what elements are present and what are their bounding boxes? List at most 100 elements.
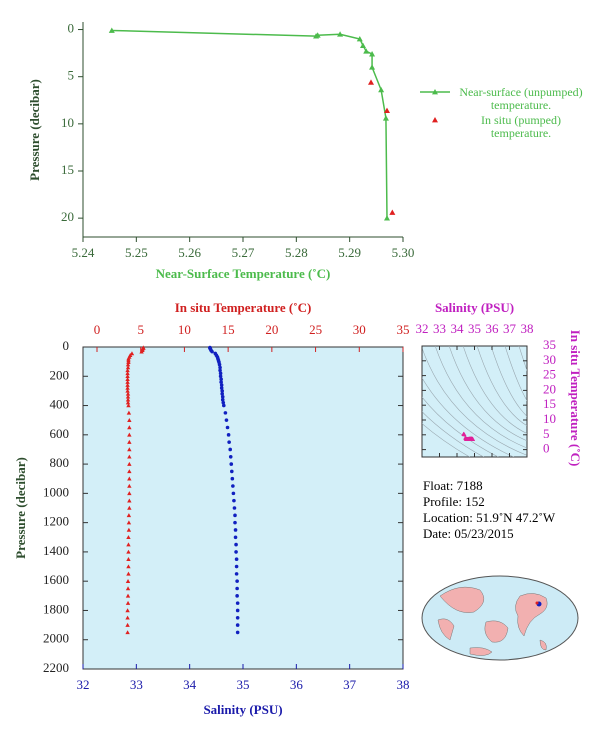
y-tick-label: 400 xyxy=(50,397,70,412)
x-tick-label: 32 xyxy=(77,677,90,692)
legend-text: Near-surface (unpumped) temperature. xyxy=(459,85,583,112)
point xyxy=(227,440,231,444)
point xyxy=(360,42,366,48)
point xyxy=(314,32,321,38)
point xyxy=(235,608,240,613)
point xyxy=(125,586,131,591)
point xyxy=(235,623,240,627)
legend-marker xyxy=(432,89,438,95)
x2-tick-label: 20 xyxy=(265,322,278,337)
x-tick-label: 32 xyxy=(416,321,429,336)
point xyxy=(235,586,239,591)
point xyxy=(235,615,240,620)
y-tick-label: 10 xyxy=(543,411,556,426)
ts-point xyxy=(462,432,467,437)
point xyxy=(230,469,234,474)
point xyxy=(218,365,222,370)
info-line: Float: 7188 xyxy=(423,478,483,493)
point xyxy=(125,374,130,379)
point xyxy=(125,391,131,396)
point xyxy=(228,454,233,459)
point xyxy=(224,418,229,422)
point xyxy=(126,542,131,547)
ts-point xyxy=(470,437,475,441)
point xyxy=(382,115,389,121)
point xyxy=(369,64,376,70)
point xyxy=(222,403,226,408)
point xyxy=(235,594,239,598)
point xyxy=(125,600,131,605)
y-tick-label: 800 xyxy=(50,455,70,470)
point xyxy=(125,394,131,399)
point xyxy=(226,433,231,437)
y-tick-label: 20 xyxy=(61,209,74,224)
point xyxy=(127,491,132,496)
point xyxy=(126,571,131,576)
x-tick-label: 35 xyxy=(237,677,250,692)
legend-symbol xyxy=(420,89,450,95)
point xyxy=(127,476,132,481)
y-tick-label: 1200 xyxy=(43,514,69,529)
x-tick-label: 5.30 xyxy=(392,245,415,260)
map-land xyxy=(539,639,547,651)
point xyxy=(218,374,223,379)
x2-tick-label: 5 xyxy=(137,322,144,337)
contour xyxy=(476,346,527,427)
y-axis-label: Pressure (decibar) xyxy=(27,79,42,181)
point xyxy=(231,484,235,488)
point xyxy=(126,360,131,364)
contour xyxy=(518,346,527,372)
x-axis-label: Near-Surface Temperature (˚C) xyxy=(156,266,331,281)
x-tick-label: 5.25 xyxy=(125,245,148,260)
point xyxy=(125,365,131,370)
x-tick-label: 35 xyxy=(468,321,481,336)
point xyxy=(126,403,131,408)
point xyxy=(127,417,132,422)
point xyxy=(233,535,238,540)
point xyxy=(235,601,240,605)
x-tick-label: 5.28 xyxy=(285,245,308,260)
point xyxy=(125,382,130,387)
x-tick-label: 38 xyxy=(521,321,534,336)
point xyxy=(127,432,132,437)
point xyxy=(219,383,224,387)
map-land xyxy=(469,647,493,656)
point xyxy=(125,608,130,613)
point xyxy=(127,469,132,474)
y-tick-label: 10 xyxy=(61,115,74,130)
x-tick-label: 37 xyxy=(503,321,517,336)
x2-tick-label: 30 xyxy=(353,322,366,337)
point xyxy=(231,491,236,496)
x2-axis-label: In situ Temperature (˚C) xyxy=(175,300,312,315)
x-tick-label: 5.24 xyxy=(72,245,95,260)
point xyxy=(125,630,130,635)
point xyxy=(229,462,234,466)
y-tick-label: 25 xyxy=(543,367,556,382)
point xyxy=(233,520,237,525)
contour xyxy=(422,377,515,457)
point xyxy=(232,498,236,503)
point xyxy=(126,513,132,518)
point xyxy=(125,362,131,367)
point xyxy=(220,394,225,399)
point xyxy=(125,593,131,598)
x2-tick-label: 35 xyxy=(397,322,410,337)
point xyxy=(225,425,230,430)
y-tick-label: 600 xyxy=(50,426,70,441)
point xyxy=(389,209,396,215)
y-tick-label: 0 xyxy=(543,441,550,456)
y-tick-label: 0 xyxy=(68,21,75,36)
point xyxy=(126,535,131,540)
point xyxy=(125,388,130,393)
y-tick-label: 1400 xyxy=(43,543,69,558)
point xyxy=(356,35,363,42)
point xyxy=(125,578,131,583)
x-tick-label: 5.26 xyxy=(178,245,201,260)
x-tick-label: 5.27 xyxy=(232,245,255,260)
point xyxy=(217,362,222,367)
point xyxy=(126,564,131,569)
point xyxy=(125,397,131,402)
point xyxy=(234,557,239,562)
point xyxy=(234,542,238,547)
